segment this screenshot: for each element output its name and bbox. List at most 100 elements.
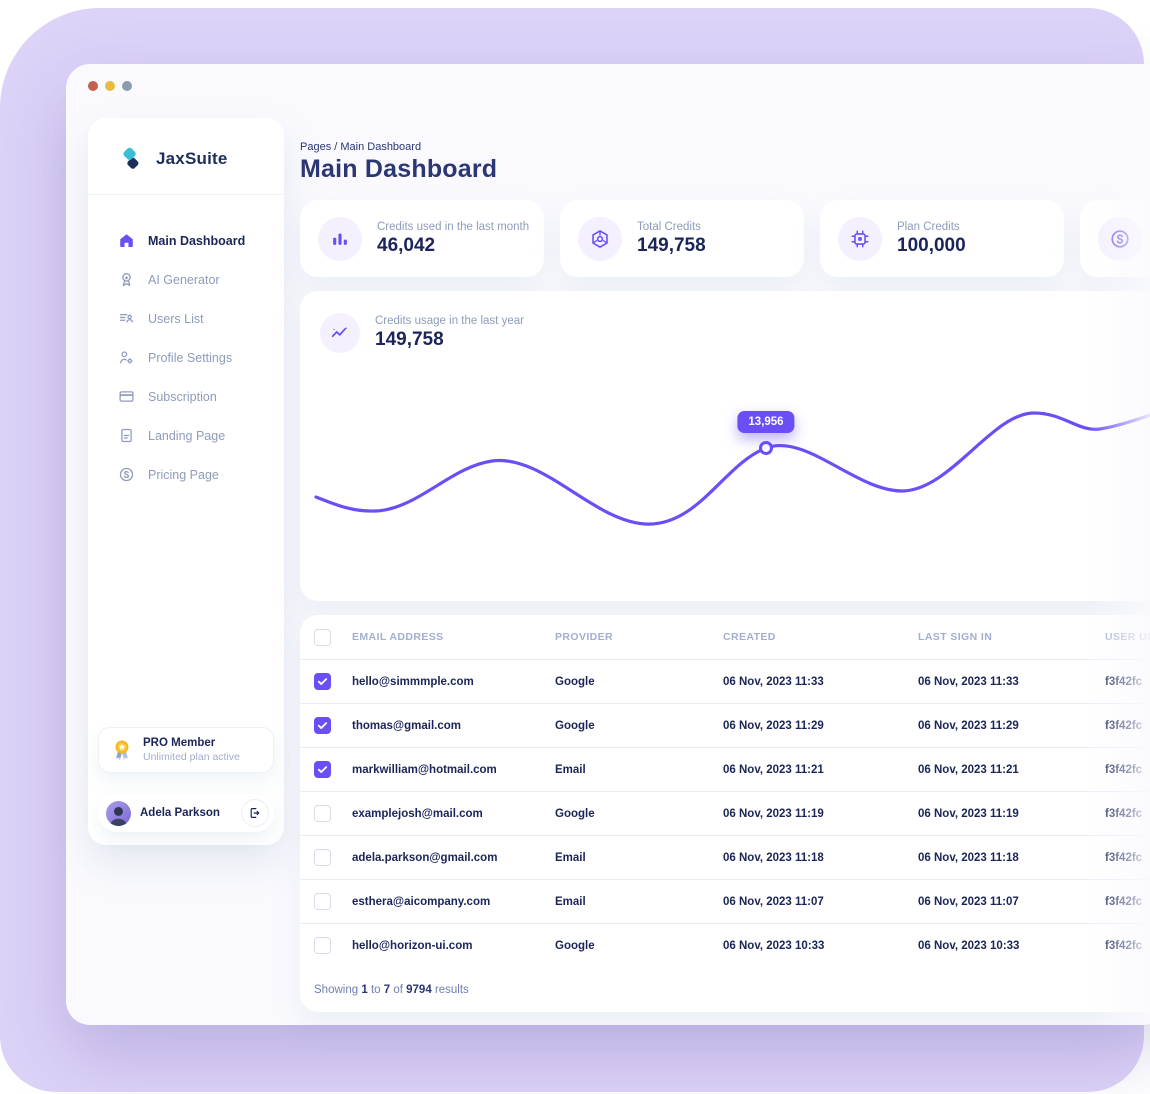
sidebar-item-ai-generator[interactable]: AI Generator [88,260,284,299]
stat-label: Credits used in the last month [377,220,530,233]
table-row[interactable]: hello@horizon-ui.com Google 06 Nov, 2023 1… [300,923,1150,967]
sidebar-item-label: Profile Settings [148,350,233,365]
medal-icon [115,740,129,761]
close-window-icon[interactable] [88,81,98,91]
users-icon [118,310,135,327]
last-sign-in-cell: 06 Nov, 2023 10:33 [918,939,1020,952]
last-sign-in-cell: 06 Nov, 2023 11:29 [918,719,1019,732]
stat-card: Credits used in the last month 46,042 [300,200,544,277]
column-header: CREATED [723,631,776,643]
chart-label: Credits usage in the last year [375,315,524,327]
chart-tooltip: 13,956 [737,411,795,433]
column-header: EMAIL ADDRESS [352,631,444,643]
select-all-checkbox[interactable] [314,628,331,646]
sidebar-item-label: AI Generator [148,272,220,287]
user-uid-cell: f3f42fc [1105,675,1143,688]
stat-label: Total Credits [637,220,701,233]
sidebar-item-label: Pricing Page [148,467,219,482]
minimize-window-icon[interactable] [105,81,115,91]
row-checkbox[interactable] [314,849,331,866]
sidebar-item-pricing-page[interactable]: Pricing Page [88,455,284,494]
card-icon [118,388,135,405]
row-checkbox[interactable] [314,673,331,690]
table-row[interactable]: adela.parkson@gmail.com Email 06 Nov, 2023… [300,835,1150,879]
sidebar: JaxSuite Main Dashboard AI Generator Users… [88,118,284,845]
credits-usage-chart-card: Credits usage in the last year 149,758 1… [300,291,1150,663]
sidebar-item-subscription[interactable]: Subscription [88,377,284,416]
row-checkbox[interactable] [314,937,331,954]
table-row[interactable]: esthera@aicompany.com Email 06 Nov, 2023 1… [300,879,1150,923]
table-row[interactable]: hello@simmmple.com Google 06 Nov, 2023 11:… [300,659,1150,703]
breadcrumb[interactable]: Pages / Main Dashboard [300,141,422,153]
user-uid-cell: f3f42fc [1105,895,1143,908]
usergear-icon [118,349,135,366]
created-cell: 06 Nov, 2023 11:33 [723,675,824,688]
sidebar-item-label: Landing Page [148,428,226,443]
sidebar-divider [88,194,284,195]
row-checkbox[interactable] [314,761,331,778]
cube-icon [578,216,622,261]
provider-cell: Email [555,763,586,776]
maximize-window-icon[interactable] [122,81,132,91]
sidebar-item-profile-settings[interactable]: Profile Settings [88,338,284,377]
email-cell: hello@simmmple.com [352,675,474,688]
stat-text: Plan Credits 100,000 [897,221,966,257]
sidebar-item-label: Main Dashboard [148,233,246,248]
sidebar-item-landing-page[interactable]: Landing Page [88,416,284,455]
table-row[interactable]: thomas@gmail.com Google 06 Nov, 2023 11:29… [300,703,1150,747]
sidebar-nav: Main Dashboard AI Generator Users List Prof… [88,195,284,494]
stat-text: Total Credits 149,758 [637,221,706,257]
sidebar-item-users-list[interactable]: Users List [88,299,284,338]
last-sign-in-cell: 06 Nov, 2023 11:07 [918,895,1019,908]
row-checkbox[interactable] [314,805,331,822]
pro-member-title: PRO Member [143,737,216,749]
user-uid-cell: f3f42fc [1105,807,1143,820]
trend-icon [320,313,360,353]
users-table-card: EMAIL ADDRESS PROVIDER CREATED LAST SIGN IN… [300,615,1150,1012]
provider-cell: Email [555,895,586,908]
email-cell: examplejosh@mail.com [352,807,483,820]
stat-text: Credits used in the last month 46,042 [377,221,529,257]
last-sign-in-cell: 06 Nov, 2023 11:19 [918,807,1019,820]
pro-member-subtitle: Unlimited plan active [143,751,240,763]
provider-cell: Google [555,939,595,952]
table-header-row: EMAIL ADDRESS PROVIDER CREATED LAST SIGN IN… [300,615,1150,659]
award-icon [118,271,135,288]
sidebar-item-main-dashboard[interactable]: Main Dashboard [88,221,284,260]
results-summary: Showing 1 to 7 of 9794 results [314,984,469,996]
line-chart[interactable]: 13,956 SEPOCTNOVDECJANFEBMARAPRMAYJUN [300,371,1150,663]
email-cell: hello@horizon-ui.com [352,939,473,952]
email-cell: adela.parkson@gmail.com [352,851,498,864]
user-profile[interactable]: Adela Parkson [98,794,274,832]
row-checkbox[interactable] [314,717,331,734]
pro-member-card[interactable]: PRO Member Unlimited plan active [98,727,274,773]
email-cell: markwilliam@hotmail.com [352,763,497,776]
chart-total-value: 149,758 [375,329,444,350]
provider-cell: Email [555,851,586,864]
dollar-icon [1098,216,1142,261]
logo: JaxSuite [88,118,284,194]
sidebar-item-label: Users List [148,311,204,326]
table-row[interactable]: markwilliam@hotmail.com Email 06 Nov, 2023… [300,747,1150,791]
logo-text: JaxSuite [156,149,228,168]
bars-icon [318,216,362,261]
created-cell: 06 Nov, 2023 11:19 [723,807,824,820]
table-row[interactable]: examplejosh@mail.com Google 06 Nov, 2023 1… [300,791,1150,835]
doc-icon [118,427,135,444]
last-sign-in-cell: 06 Nov, 2023 11:21 [918,763,1019,776]
sidebar-item-label: Subscription [148,389,217,404]
column-header: USER UI [1105,631,1150,643]
stat-card: Total Credits 149,758 [560,200,804,277]
created-cell: 06 Nov, 2023 11:07 [723,895,824,908]
last-sign-in-cell: 06 Nov, 2023 11:33 [918,675,1019,688]
row-checkbox[interactable] [314,893,331,910]
provider-cell: Google [555,675,595,688]
stat-value: 149,758 [637,234,706,256]
logout-button[interactable] [241,799,269,827]
stat-value: 46,042 [377,234,436,256]
dollar-icon [118,466,135,483]
stats-row: Credits used in the last month 46,042 Tota… [300,200,1150,277]
column-header: PROVIDER [555,631,614,643]
created-cell: 06 Nov, 2023 11:18 [723,851,824,864]
